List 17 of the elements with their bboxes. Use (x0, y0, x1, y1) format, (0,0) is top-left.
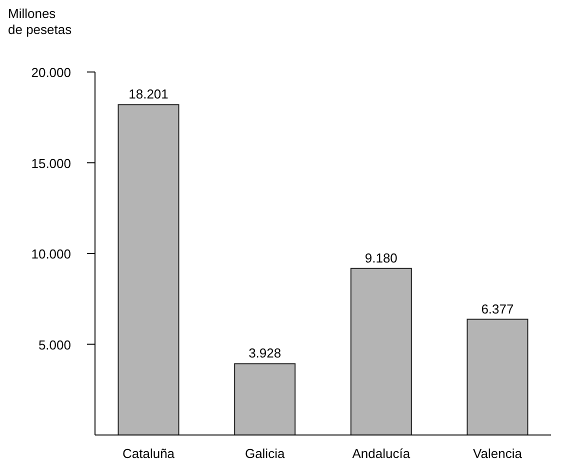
x-tick-label: Andalucía (352, 446, 411, 461)
bar (234, 363, 296, 436)
data-label: 9.180 (364, 250, 398, 266)
x-tick-label: Valencia (473, 446, 523, 461)
y-tick-label: 15.000 (31, 156, 71, 171)
x-tick-label: Cataluña (122, 446, 176, 461)
y-tick-label: 5.000 (38, 337, 71, 352)
x-tick-label: Galicia (244, 446, 286, 461)
y-tick-label: 20.000 (31, 65, 71, 80)
bar (350, 268, 412, 436)
bar (466, 318, 528, 436)
data-label: 3.928 (248, 346, 282, 361)
data-label: 18.201 (128, 86, 168, 102)
y-tick-label: 10.000 (31, 246, 71, 262)
bar (118, 104, 180, 436)
data-label: 6.377 (481, 301, 514, 316)
y-axis-title: Millones de pesetas (8, 6, 72, 37)
